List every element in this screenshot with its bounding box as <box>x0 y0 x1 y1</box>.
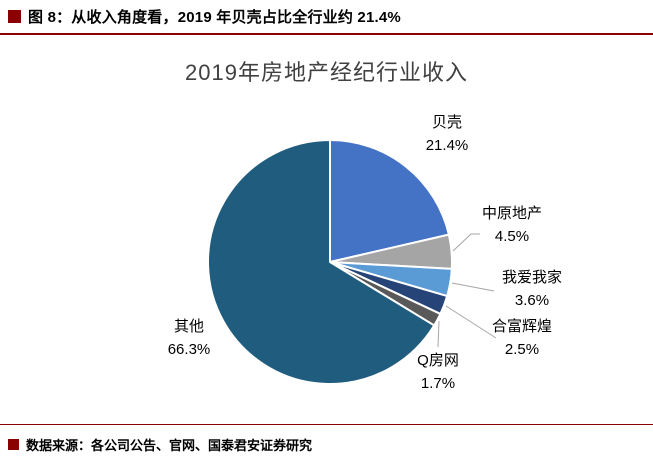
red-square-icon <box>8 9 21 23</box>
pie-chart <box>207 139 497 385</box>
leader-line <box>451 282 495 292</box>
leader-line <box>437 320 440 348</box>
leader-line <box>445 305 497 339</box>
footer-divider <box>0 424 653 425</box>
red-square-icon <box>8 438 19 450</box>
figure-header: 图 8：从收入角度看，2019 年贝壳占比全行业约 21.4% <box>0 0 653 32</box>
data-source: 数据来源：各公司公告、官网、国泰君安证券研究 <box>26 437 313 453</box>
leader-line <box>452 233 480 252</box>
header-divider <box>0 33 653 35</box>
figure-footer: 数据来源：各公司公告、官网、国泰君安证券研究 <box>0 430 653 458</box>
figure-title: 图 8：从收入角度看，2019 年贝壳占比全行业约 21.4% <box>28 8 401 26</box>
chart-title: 2019年房地产经纪行业收入 <box>185 60 468 85</box>
pie-slice <box>329 139 450 263</box>
pie-slice <box>207 139 436 385</box>
